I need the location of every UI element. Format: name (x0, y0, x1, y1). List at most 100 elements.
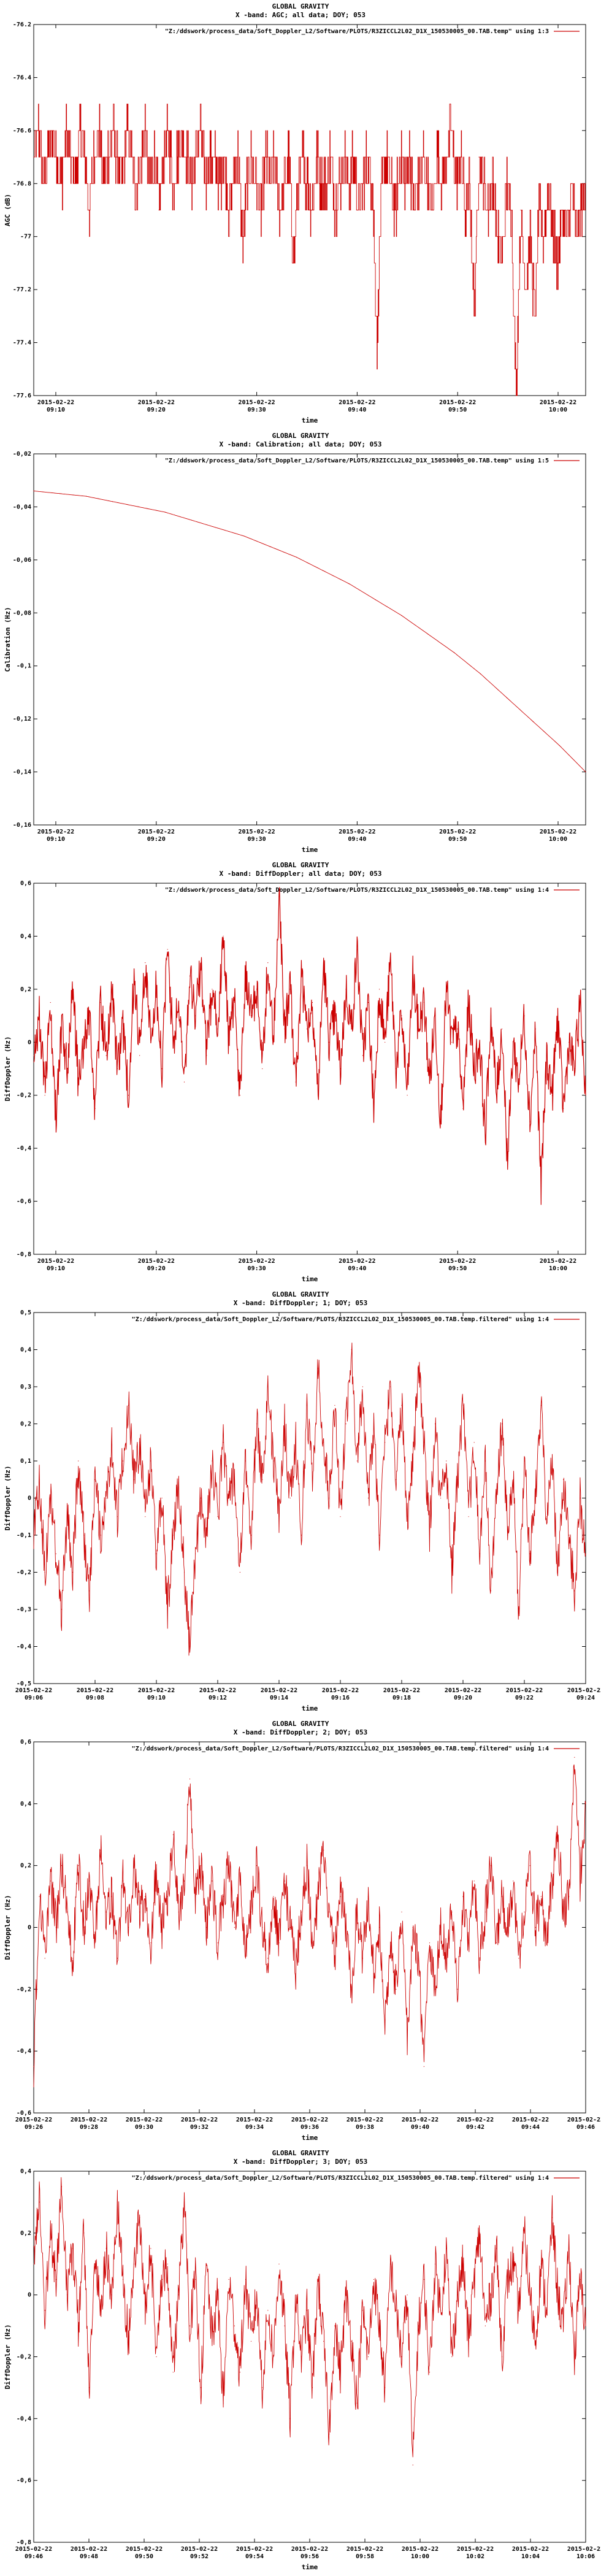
x-tick-time: 09:08 (86, 1695, 104, 1701)
y-axis-label: Calibration (Hz) (4, 607, 12, 672)
data-point (273, 1896, 274, 1897)
y-tick-label: -0,04 (13, 504, 31, 510)
data-point (518, 1081, 519, 1083)
data-point (177, 156, 178, 158)
data-point (217, 1516, 218, 1517)
x-tick-time: 09:10 (147, 1695, 166, 1701)
legend-label: "Z:/ddswork/process_data/Soft_Doppler_L2… (132, 1745, 549, 1752)
data-point (473, 2279, 475, 2280)
x-tick-time: 09:12 (209, 1695, 227, 1701)
x-tick-time: 09:42 (466, 2124, 484, 2131)
x-tick-time: 09:46 (25, 2553, 43, 2560)
data-point (61, 1865, 63, 1866)
x-tick-time: 09:10 (47, 407, 65, 413)
data-point (183, 1880, 185, 1882)
y-tick-label: -0,08 (13, 610, 31, 616)
data-point (535, 2340, 536, 2342)
data-point (217, 527, 218, 529)
data-point (89, 1590, 90, 1592)
data-point (367, 2356, 369, 2358)
chart-title: GLOBAL GRAVITY (272, 1290, 329, 1298)
chart-title: GLOBAL GRAVITY (272, 1720, 329, 1728)
x-tick-date: 2015-02-22 (181, 2546, 218, 2553)
data-point (351, 1988, 352, 1990)
data-point (98, 130, 99, 131)
y-tick-label: -0,2 (17, 2354, 31, 2361)
plot-frame (33, 1312, 586, 1684)
data-point (296, 556, 297, 558)
data-point (300, 2356, 302, 2358)
x-tick-date: 2015-02-22 (567, 2546, 601, 2553)
data-point (163, 156, 164, 158)
x-tick-date: 2015-02-22 (77, 1687, 113, 1694)
data-point (473, 1442, 475, 1443)
y-tick-label: 0,1 (20, 1458, 31, 1465)
data-point (206, 1055, 207, 1056)
data-point (462, 1405, 464, 1406)
x-axis-label: time (302, 2134, 318, 2142)
x-tick-date: 2015-02-22 (37, 829, 74, 835)
y-tick-label: 0,3 (20, 1384, 31, 1390)
y-tick-label: -77.2 (13, 286, 31, 293)
x-tick-date: 2015-02-22 (439, 399, 476, 406)
y-axis-label: DiffDoppler (Hz) (4, 1037, 12, 1102)
data-point (117, 1516, 118, 1517)
x-tick-date: 2015-02-22 (346, 2117, 383, 2123)
data-point (409, 156, 410, 158)
x-tick-date: 2015-02-22 (71, 2546, 107, 2553)
data-point (102, 183, 104, 184)
x-tick-date: 2015-02-22 (238, 829, 275, 835)
data-point (348, 583, 350, 585)
data-point (195, 2279, 196, 2280)
data-point (451, 1571, 453, 1573)
x-tick-time: 09:34 (245, 2124, 264, 2131)
data-point (568, 1896, 570, 1897)
x-tick-date: 2015-02-22 (506, 1687, 543, 1694)
x-tick-time: 09:50 (448, 836, 467, 843)
y-tick-label: -77 (20, 234, 31, 240)
y-tick-label: 0,5 (20, 1309, 31, 1316)
y-tick-label: -0,3 (17, 1606, 31, 1613)
data-point (273, 1460, 274, 1462)
data-point (379, 1926, 380, 1928)
data-point (302, 156, 304, 158)
data-point (525, 289, 526, 290)
x-tick-date: 2015-02-22 (567, 1687, 601, 1694)
x-tick-time: 09:20 (454, 1695, 472, 1701)
x-tick-date: 2015-02-22 (181, 2117, 218, 2123)
data-point (61, 183, 62, 184)
y-tick-label: -0,2 (17, 1570, 31, 1576)
data-point (89, 2387, 90, 2388)
data-point (440, 1926, 442, 1928)
data-point (126, 130, 127, 131)
data-point (373, 1108, 375, 1109)
data-point (167, 1896, 168, 1897)
data-point (191, 519, 192, 521)
plot-frame (33, 1741, 586, 2114)
x-tick-time: 09:22 (515, 1695, 534, 1701)
data-point (52, 130, 53, 131)
x-tick-time: 09:38 (356, 2124, 374, 2131)
data-point (139, 1442, 140, 1443)
x-tick-time: 09:46 (576, 2124, 595, 2131)
data-point (546, 1942, 548, 1944)
y-tick-label: 0,6 (20, 880, 31, 887)
chart-subtitle: X -band: DiffDoppler; all data; DOY; 053 (220, 870, 382, 878)
y-tick-label: 0,4 (20, 933, 31, 940)
x-tick-date: 2015-02-22 (15, 1687, 52, 1694)
data-point (507, 1926, 508, 1928)
x-axis-label: time (302, 846, 318, 854)
data-point (460, 156, 461, 158)
data-point (473, 1068, 475, 1070)
data-point (574, 2356, 575, 2358)
data-point (540, 1187, 542, 1189)
series-line (34, 104, 586, 396)
y-tick-label: -76.2 (13, 21, 31, 28)
data-point (289, 2418, 291, 2419)
data-point (218, 183, 220, 184)
y-axis-label: DiffDoppler (Hz) (4, 1466, 12, 1531)
data-point (267, 962, 269, 964)
x-tick-time: 10:04 (521, 2553, 540, 2560)
data-point (344, 156, 345, 158)
